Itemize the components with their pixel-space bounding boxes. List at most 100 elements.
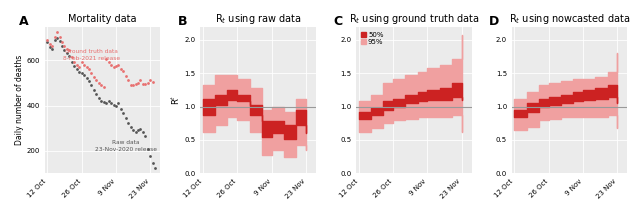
Point [118, 69, 129, 73]
Point [140, 82, 150, 86]
Point [113, 101, 124, 105]
Point [89, 88, 99, 91]
Point [96, 83, 106, 87]
Point [77, 71, 87, 75]
Point [136, 127, 146, 130]
Point [86, 71, 97, 75]
Point [116, 67, 126, 71]
Point [99, 85, 109, 89]
Title: R$_t$ using nowcasted data: R$_t$ using nowcasted data [509, 12, 630, 26]
Text: D: D [489, 15, 499, 28]
Point [64, 49, 74, 52]
Point [74, 70, 84, 73]
Point [49, 35, 60, 39]
Point [108, 103, 118, 107]
Point [125, 83, 136, 87]
Point [101, 57, 111, 61]
Point [138, 82, 148, 86]
Point [79, 73, 89, 77]
Point [57, 40, 67, 44]
Point [47, 48, 58, 51]
Point [42, 38, 52, 42]
Point [62, 47, 72, 51]
Text: A: A [19, 15, 29, 28]
Point [62, 51, 72, 54]
Point [133, 81, 143, 84]
Text: Raw data
23-Nov-2020 release: Raw data 23-Nov-2020 release [95, 141, 157, 152]
Legend: 50%, 95%: 50%, 95% [360, 30, 385, 46]
Title: R$_t$ using raw data: R$_t$ using raw data [215, 12, 301, 26]
Point [79, 63, 89, 66]
Point [54, 35, 65, 39]
Point [81, 77, 92, 80]
Point [92, 79, 102, 82]
Point [148, 161, 158, 165]
Point [52, 30, 62, 34]
Point [145, 155, 156, 158]
Point [96, 99, 106, 103]
Text: Ground truth data
8-Feb-2021 release: Ground truth data 8-Feb-2021 release [63, 49, 120, 61]
Title: Mortality data: Mortality data [68, 14, 137, 24]
Point [93, 96, 104, 99]
Point [84, 67, 94, 71]
Point [54, 40, 65, 43]
Point [111, 104, 121, 107]
Point [42, 41, 52, 44]
Point [106, 63, 116, 66]
Point [143, 81, 153, 84]
Point [84, 79, 94, 83]
Y-axis label: Daily number of deaths: Daily number of deaths [15, 55, 24, 145]
Point [67, 60, 77, 63]
Point [72, 68, 82, 71]
Point [128, 128, 138, 132]
Point [60, 49, 70, 52]
Point [118, 112, 129, 115]
Point [106, 101, 116, 105]
Point [67, 55, 77, 59]
Point [81, 65, 92, 69]
Point [89, 75, 99, 79]
Point [74, 65, 84, 69]
Point [136, 79, 146, 82]
Point [123, 79, 133, 82]
Y-axis label: R$^t$: R$^t$ [169, 95, 182, 105]
Point [57, 44, 67, 48]
Point [64, 54, 74, 58]
Point [47, 44, 58, 48]
Point [45, 45, 55, 49]
Point [92, 93, 102, 96]
Point [111, 64, 121, 68]
Point [108, 65, 118, 69]
Point [49, 38, 60, 42]
Text: B: B [177, 15, 187, 28]
Point [69, 60, 79, 64]
Title: R$_t$ using ground truth data: R$_t$ using ground truth data [349, 12, 479, 26]
Point [93, 81, 104, 84]
Point [86, 83, 97, 87]
Point [77, 60, 87, 64]
Point [121, 116, 131, 120]
Point [143, 148, 153, 151]
Point [148, 80, 158, 84]
Point [104, 99, 114, 103]
Point [113, 63, 124, 66]
Point [131, 130, 141, 134]
Point [140, 134, 150, 138]
Text: C: C [333, 15, 342, 28]
Point [125, 125, 136, 129]
Point [99, 100, 109, 104]
Point [52, 36, 62, 40]
Point [104, 60, 114, 64]
Point [60, 45, 70, 48]
Point [145, 79, 156, 82]
Point [123, 121, 133, 125]
Point [101, 101, 111, 105]
Point [128, 83, 138, 87]
Point [138, 130, 148, 134]
Point [69, 64, 79, 68]
Point [116, 107, 126, 111]
Point [133, 129, 143, 132]
Point [131, 82, 141, 86]
Point [121, 74, 131, 77]
Point [150, 166, 161, 169]
